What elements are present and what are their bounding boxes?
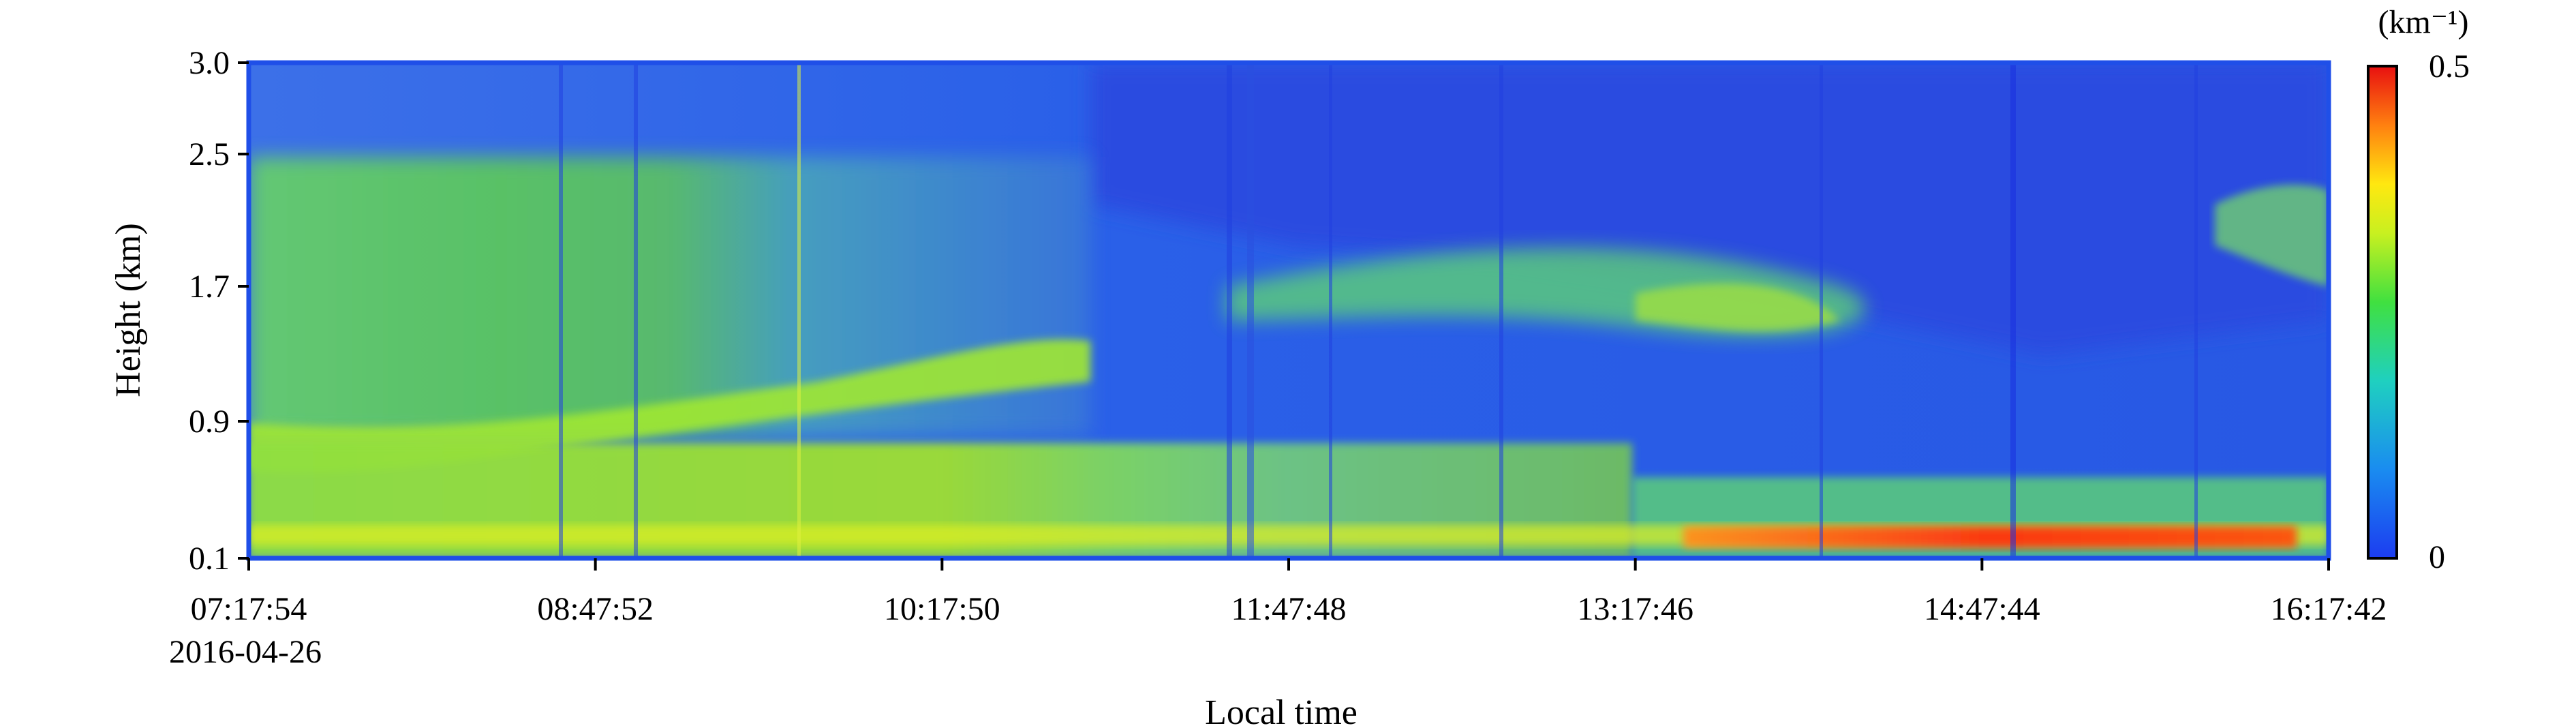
x-tick-label: 14:47:44 — [1924, 591, 2040, 627]
colorbar-unit: (km⁻¹) — [2378, 4, 2468, 40]
y-axis-title: Height (km) — [109, 223, 148, 397]
x-date-label: 2016-04-26 — [169, 634, 322, 670]
colorbar: (km⁻¹) 0.5 0 — [2367, 4, 2470, 575]
x-tick-label: 10:17:50 — [884, 591, 1000, 627]
x-tick-label: 07:17:54 — [191, 591, 307, 627]
heatmap-area — [249, 63, 2329, 558]
y-axis: 0.1 0.9 1.7 2.5 3.0 — [189, 45, 249, 577]
colorbar-max-label: 0.5 — [2429, 48, 2470, 85]
x-tick-label: 13:17:46 — [1577, 591, 1693, 627]
x-axis-title: Local time — [1205, 693, 1358, 728]
y-tick-label: 2.5 — [189, 136, 230, 172]
colorbar-gradient — [2367, 65, 2398, 560]
x-tick-label: 11:47:48 — [1231, 591, 1347, 627]
x-tick-label: 08:47:52 — [537, 591, 654, 627]
colorbar-min-label: 0 — [2429, 539, 2445, 575]
y-tick-label: 0.1 — [189, 541, 230, 577]
y-tick-label: 0.9 — [189, 404, 230, 440]
y-tick-label: 1.7 — [189, 269, 230, 305]
x-axis: 07:17:54 08:47:52 10:17:50 11:47:48 13:17:46… — [169, 558, 2387, 670]
y-tick-label: 3.0 — [189, 45, 230, 81]
x-tick-label: 16:17:42 — [2271, 591, 2387, 627]
vertical-streaks — [559, 63, 2198, 558]
